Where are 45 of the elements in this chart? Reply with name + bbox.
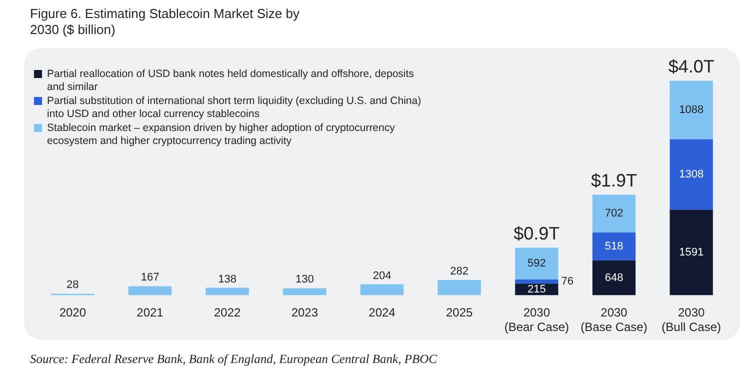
x-tick-label: 2030 (Bear Case): [504, 306, 570, 334]
bar: [670, 210, 713, 296]
chart-title: Figure 6. Estimating Stablecoin Market Size by 2030 ($ billion): [30, 6, 301, 38]
data-label: 648: [604, 272, 624, 284]
legend-label: Partial substitution of international short term liquidity (excluding U.S. and China) into USD and other local currency stablecoins: [47, 95, 422, 121]
bar: [592, 194, 636, 232]
x-tick-label: 2030 (Base Case): [580, 306, 648, 334]
data-label: 592: [527, 258, 546, 270]
x-tick-label: 2024: [368, 306, 396, 320]
bar: [128, 286, 172, 296]
x-tick-label: 2022: [214, 306, 242, 320]
data-label: 130: [295, 274, 314, 286]
data-label: 1088: [679, 104, 704, 116]
x-tick-label: 2020: [59, 306, 86, 320]
legend-label: Stablecoin market – expansion driven by higher adoption of cryptocurrency ecosystem and higher cryptocurrency trading activity: [47, 122, 396, 148]
total-label: $0.9T: [514, 224, 560, 244]
bar: [592, 232, 636, 260]
bar: [283, 288, 326, 296]
total-label: $4.0T: [668, 56, 714, 77]
data-label: 1591: [679, 246, 704, 258]
data-label: 215: [527, 283, 546, 296]
total-label: $1.9T: [590, 170, 638, 191]
bar: [515, 280, 558, 284]
bar: [206, 288, 249, 296]
data-label: 204: [372, 270, 392, 282]
data-label: 167: [140, 272, 160, 284]
source-note: Source: Federal Reserve Bank, Bank of England, European Central Bank, PBOC: [30, 352, 437, 367]
data-label: 138: [218, 273, 237, 286]
x-tick-label: 2023: [291, 306, 318, 320]
bar: [438, 280, 481, 296]
legend-label: Partial reallocation of USD bank notes held domestically and offshore, deposits and similar: [47, 68, 415, 94]
x-tick-label: 2030 (Bull Case): [662, 306, 722, 334]
data-label: 702: [604, 208, 624, 220]
bar: [592, 260, 636, 296]
data-label: 28: [66, 279, 79, 292]
bar: [670, 139, 713, 210]
x-tick-label: 2021: [136, 306, 164, 320]
data-label: 1308: [679, 168, 704, 180]
bar: [360, 284, 404, 296]
bar: [670, 80, 713, 140]
data-label: 76: [561, 276, 574, 288]
x-tick-label: 2025: [446, 306, 474, 320]
data-label: 518: [604, 240, 624, 252]
data-label: 282: [450, 266, 469, 278]
bar: [515, 248, 558, 280]
